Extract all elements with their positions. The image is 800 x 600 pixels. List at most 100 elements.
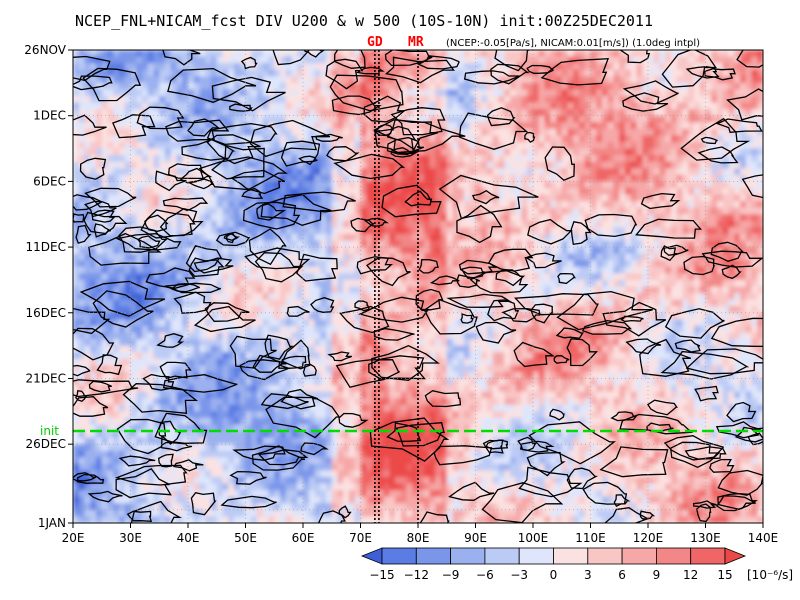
heat-cell — [182, 141, 189, 150]
heat-cell — [395, 56, 402, 64]
heat-cell — [423, 319, 431, 327]
heat-cell — [504, 201, 511, 209]
heat-cell — [561, 95, 569, 104]
heat-cell — [745, 76, 753, 84]
heat-cell — [573, 187, 580, 196]
heat-cell — [165, 260, 172, 268]
heat-cell — [676, 102, 684, 110]
heat-cell — [119, 214, 126, 222]
heat-cell — [613, 63, 620, 71]
heat-cell — [147, 102, 155, 110]
heat-cell — [280, 306, 287, 314]
heat-cell — [84, 293, 91, 301]
heat-cell — [429, 50, 436, 58]
heat-cell — [711, 306, 718, 314]
heat-cell — [395, 187, 402, 196]
heat-cell — [395, 102, 402, 110]
heat-cell — [561, 194, 569, 202]
heat-cell — [561, 135, 569, 143]
heat-cell — [527, 82, 534, 91]
heat-cell — [665, 95, 672, 104]
heat-cell — [728, 56, 735, 64]
heat-cell — [676, 312, 684, 320]
heat-cell — [193, 76, 201, 84]
heat-cell — [107, 161, 114, 169]
heat-cell — [579, 76, 586, 84]
heat-cell — [556, 76, 563, 84]
heat-cell — [596, 128, 603, 136]
heat-cell — [648, 227, 655, 235]
heat-cell — [84, 214, 91, 222]
heat-cell — [239, 69, 247, 77]
heat-cell — [383, 233, 390, 242]
heat-cell — [205, 115, 212, 123]
heat-cell — [343, 95, 350, 104]
heat-cell — [372, 306, 379, 314]
heat-cell — [400, 207, 408, 215]
heat-cell — [274, 56, 281, 64]
heat-cell — [412, 266, 419, 274]
heat-cell — [245, 312, 252, 320]
heat-cell — [556, 253, 563, 261]
heat-cell — [314, 187, 321, 196]
heat-cell — [280, 253, 287, 261]
heat-cell — [452, 168, 459, 176]
heat-cell — [429, 194, 436, 202]
heat-cell — [567, 240, 574, 248]
heat-cell — [613, 122, 620, 130]
heat-cell — [694, 312, 701, 320]
heat-cell — [561, 299, 569, 307]
heat-cell — [665, 141, 672, 150]
heat-cell — [740, 102, 747, 110]
heat-cell — [573, 233, 580, 242]
heat-cell — [642, 247, 649, 255]
heat-cell — [406, 233, 413, 242]
heat-cell — [630, 141, 638, 150]
heat-cell — [728, 253, 735, 261]
heat-cell — [90, 240, 97, 248]
heat-cell — [337, 69, 344, 77]
heat-cell — [280, 286, 287, 294]
heat-cell — [96, 76, 103, 84]
heat-cell — [694, 293, 701, 301]
heat-cell — [320, 214, 327, 222]
heat-cell — [590, 293, 597, 301]
heat-cell — [740, 122, 747, 130]
heat-cell — [688, 56, 695, 64]
heat-cell — [216, 247, 224, 255]
heat-cell — [682, 122, 689, 130]
heat-cell — [377, 181, 385, 189]
heat-cell — [354, 187, 362, 196]
heat-cell — [728, 187, 735, 196]
heat-cell — [395, 293, 402, 301]
heat-cell — [607, 201, 615, 209]
heat-cell — [113, 82, 120, 91]
heat-cell — [234, 260, 241, 268]
heat-cell — [538, 201, 546, 209]
heat-cell — [360, 187, 367, 196]
heat-cell — [262, 63, 270, 71]
heat-cell — [423, 128, 431, 136]
heat-cell — [429, 201, 436, 209]
heat-cell — [400, 115, 408, 123]
heat-cell — [613, 50, 620, 58]
heat-cell — [625, 233, 632, 242]
heat-cell — [280, 141, 287, 150]
heat-cell — [722, 141, 730, 150]
heat-cell — [527, 260, 534, 268]
heat-cell — [291, 273, 298, 281]
heat-cell — [676, 227, 684, 235]
heat-cell — [78, 187, 86, 196]
heat-cell — [130, 155, 137, 163]
heat-cell — [349, 247, 356, 255]
heat-cell — [101, 260, 109, 268]
heat-cell — [130, 95, 137, 104]
heat-cell — [188, 95, 195, 104]
heat-cell — [280, 155, 287, 163]
heat-cell — [113, 50, 120, 58]
heat-cell — [469, 161, 477, 169]
heat-cell — [515, 260, 523, 268]
heat-cell — [722, 233, 730, 242]
heat-cell — [682, 253, 689, 261]
heat-cell — [619, 273, 626, 281]
